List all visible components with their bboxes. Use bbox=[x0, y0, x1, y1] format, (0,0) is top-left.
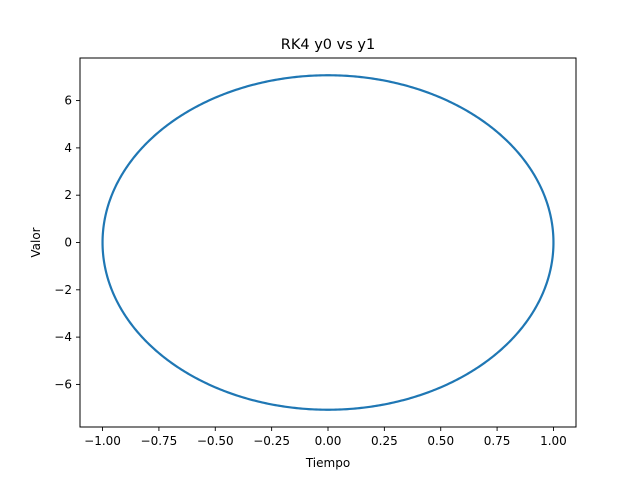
x-tick-label: −0.75 bbox=[141, 434, 178, 448]
y-tick-label: −2 bbox=[54, 283, 72, 297]
y-tick-label: −4 bbox=[54, 330, 72, 344]
x-tick-label: 0.25 bbox=[371, 434, 398, 448]
x-axis-ticks: −1.00 −0.75 −0.50 −0.25 0.00 0.25 0.50 0.75 1.00 bbox=[84, 427, 567, 448]
x-tick-label: 0.00 bbox=[315, 434, 342, 448]
chart-title: RK4 y0 vs y1 bbox=[281, 37, 375, 53]
y-tick-label: −6 bbox=[54, 377, 72, 391]
series-line-0 bbox=[101, 74, 555, 411]
y-tick-label: 6 bbox=[64, 94, 72, 108]
x-axis-title: Tiempo bbox=[305, 456, 350, 470]
y-axis-title: Valor bbox=[29, 227, 43, 257]
x-tick-label: 0.75 bbox=[484, 434, 511, 448]
y-tick-label: 2 bbox=[64, 188, 72, 202]
y-tick-label: 0 bbox=[64, 236, 72, 250]
plot-area bbox=[80, 58, 576, 427]
y-axis-ticks: −6 −4 −2 0 2 4 6 bbox=[54, 94, 80, 391]
series-layer bbox=[101, 74, 555, 411]
x-tick-label: 0.50 bbox=[427, 434, 454, 448]
x-tick-label: −1.00 bbox=[84, 434, 121, 448]
x-tick-label: −0.50 bbox=[197, 434, 234, 448]
x-tick-label: 1.00 bbox=[540, 434, 567, 448]
y-tick-label: 4 bbox=[64, 141, 72, 155]
x-tick-label: −0.25 bbox=[253, 434, 290, 448]
